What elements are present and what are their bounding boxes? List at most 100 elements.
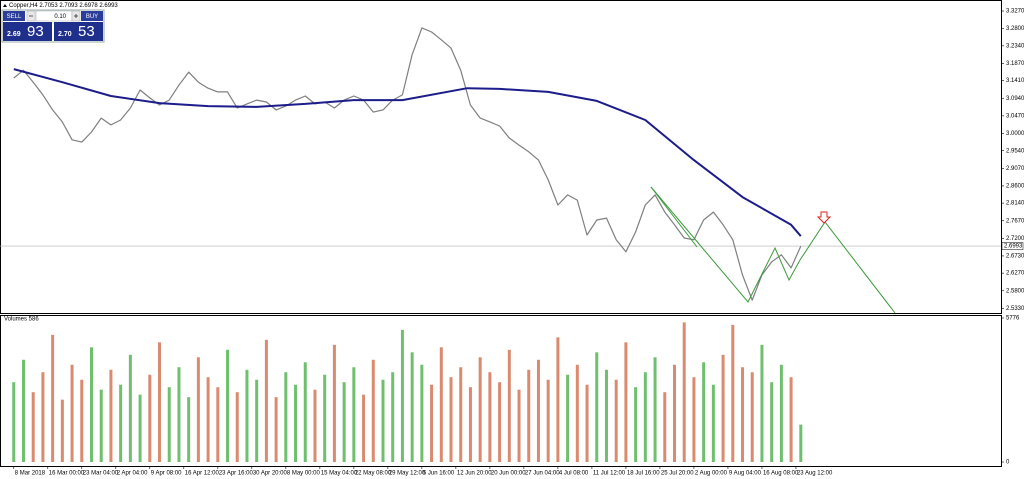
y-tick-label: 3.2340 (1006, 43, 1024, 49)
buy-price-box[interactable] (54, 22, 103, 41)
price-panel (0, 0, 1002, 314)
volume-bar (109, 369, 113, 462)
volume-bar (507, 349, 511, 462)
volume-bar (21, 359, 25, 462)
y-tick-label: 3.1870 (1006, 61, 1024, 67)
volume-bar (313, 389, 317, 462)
x-tick-label: 16 Aug 08:00 (763, 471, 799, 477)
x-tick-label: 20 Jun 00:00 (491, 471, 526, 477)
sell-label[interactable]: SELL (7, 14, 22, 20)
bid-pips: 93 (27, 23, 44, 40)
volume-bar (459, 367, 463, 462)
volume-bar (206, 377, 210, 462)
x-tick-label: 9 Aug 04:00 (729, 471, 762, 477)
x-tick-label: 25 Jul 20:00 (661, 471, 694, 477)
volume-bar (643, 372, 647, 462)
volume-bar (663, 392, 667, 462)
current-price-label: 2.6993 (1004, 244, 1023, 250)
y-tick-label: 3.0940 (1006, 96, 1024, 102)
volume-bar (31, 392, 35, 462)
y-tick-label: 2.6270 (1006, 271, 1024, 277)
y-tick-label: 2.5800 (1006, 288, 1024, 294)
volume-bar (119, 384, 123, 462)
y-tick-label: 3.0000 (1006, 131, 1024, 137)
volume-bar (51, 334, 55, 462)
y-tick-label: 3.1410 (1006, 78, 1024, 84)
volume-bar (575, 364, 579, 462)
volume-bar (488, 372, 492, 462)
volume-bar (187, 397, 191, 462)
y-tick-label: 2.8600 (1006, 183, 1024, 189)
volume-bar (177, 367, 181, 462)
volume-bar (799, 424, 803, 462)
volume-bar (614, 379, 618, 462)
volume-bar (255, 379, 259, 462)
volume-bar (517, 389, 521, 462)
buy-label[interactable]: BUY (86, 14, 98, 20)
price-line (13, 27, 802, 301)
x-tick-label: 22 May 08:00 (355, 471, 392, 477)
volume-bar (672, 364, 676, 462)
volume-bar (60, 399, 64, 462)
volume-bar (750, 372, 754, 462)
current-price-box (1001, 242, 1024, 250)
plus-icon (74, 14, 78, 18)
volume-bar (381, 379, 385, 462)
volume-bar (624, 342, 628, 462)
y-tick-label: 2.9540 (1006, 148, 1024, 154)
x-tick-label: 29 May 12:00 (389, 471, 426, 477)
volume-bar (556, 337, 560, 462)
sell-button[interactable] (3, 11, 25, 21)
volume-bar (274, 397, 278, 462)
volume-bar (332, 344, 336, 462)
volume-bar (585, 384, 589, 462)
volume-bar (536, 359, 540, 462)
x-tick-label: 23 Apr 16:00 (219, 471, 254, 477)
bid-big: 2.69 (7, 31, 21, 38)
volume-bar (692, 377, 696, 462)
volume-bar (41, 372, 45, 462)
volume-bar (362, 394, 366, 462)
volume-bar (779, 364, 783, 462)
volume-bar (634, 387, 638, 462)
volume-bar (216, 387, 220, 462)
x-tick-label: 23 Aug 12:00 (797, 471, 833, 477)
volume-bar (731, 324, 735, 462)
volume-bar (12, 382, 16, 462)
volume-bar (420, 364, 424, 462)
volume-bar (391, 372, 395, 462)
volume-bar (294, 384, 298, 462)
volume-bar (702, 362, 706, 462)
volume-bar (498, 382, 502, 462)
sell-price-box[interactable] (3, 22, 52, 41)
volume-bar (721, 354, 725, 462)
volume-bar (371, 359, 375, 462)
trade-panel: SELL 0.10 BUY 2.69 93 2.70 53 (1, 9, 105, 43)
x-tick-label: 5 Jun 16:00 (423, 471, 455, 477)
volume-bar (604, 369, 608, 462)
volume-bar (527, 369, 531, 462)
volume-bar (653, 357, 657, 462)
x-tick-label: 4 Jul 08:00 (559, 471, 589, 477)
volume-bar (158, 342, 162, 462)
volume-bar (478, 357, 482, 462)
y-tick-label: 3.2800 (1006, 26, 1024, 32)
volume-bar (226, 349, 230, 462)
chart-title: Copper,H4 2.7053 2.7093 2.6978 2.6993 (9, 3, 118, 9)
y-tick-label: 2.7200 (1006, 236, 1024, 242)
x-tick-label: 30 Apr 20:00 (253, 471, 288, 477)
x-tick-label: 2 Apr 04:00 (117, 471, 148, 477)
ask-big: 2.70 (58, 31, 72, 38)
volume-bar (449, 377, 453, 462)
volume-bar (546, 379, 550, 462)
x-tick-label: 16 Mar 00:00 (49, 471, 85, 477)
x-tick-label: 16 Apr 12:00 (185, 471, 220, 477)
x-tick-label: 9 Apr 08:00 (151, 471, 182, 477)
x-tick-label: 8 May 00:00 (287, 471, 321, 477)
y-tick-label: 2.7670 (1006, 218, 1024, 224)
buy-button[interactable] (81, 11, 103, 21)
y-tick-label: 2.9070 (1006, 166, 1024, 172)
volume-y-tick-label: 5776 (1006, 316, 1020, 322)
volume-title: Volumes 586 (4, 317, 39, 323)
y-tick-label: 2.8140 (1006, 201, 1024, 207)
